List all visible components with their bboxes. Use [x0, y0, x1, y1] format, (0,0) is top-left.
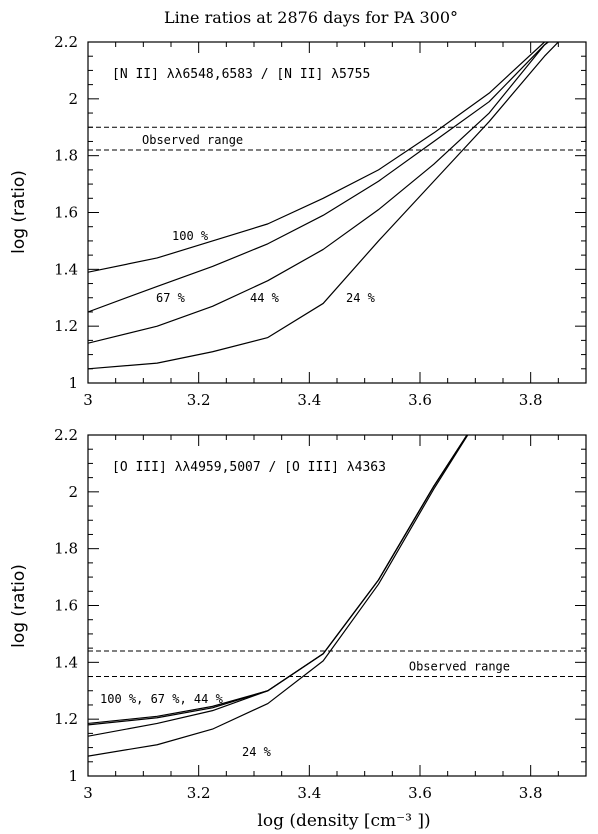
curve-100-percent	[88, 42, 546, 273]
y-tick-label: 1	[68, 767, 78, 785]
top-axis-ticks: 3 3.2 3.4 3.6 3.8 1 1.2 1.4 1.6 1.8 2 2.2	[54, 33, 587, 409]
y-tick-label: 1.8	[54, 147, 78, 165]
y-tick-label: 2	[68, 90, 78, 108]
x-tick-label: 3.4	[297, 391, 321, 409]
x-tick-label: 3.6	[408, 391, 432, 409]
curve-44-percent	[88, 42, 550, 344]
x-tick-label: 3.4	[297, 784, 321, 802]
top-label-100: 100 %	[172, 229, 209, 243]
top-label-67: 67 %	[156, 291, 186, 305]
curve-24-percent	[88, 42, 560, 370]
y-tick-label: 1.2	[54, 710, 78, 728]
x-tick-label: 3.2	[187, 784, 211, 802]
x-tick-label: 3	[83, 391, 93, 409]
y-tick-label: 1	[68, 374, 78, 392]
x-tick-label: 3	[83, 784, 93, 802]
x-tick-label: 3.2	[187, 391, 211, 409]
top-curve-labels: 100 % 67 % 44 % 24 %	[156, 229, 376, 305]
bottom-subtitle: [O III] λλ4959,5007 / [O III] λ4363	[112, 460, 386, 475]
top-reference-lines: Observed range	[88, 126, 586, 151]
x-tick-label: 3.8	[519, 784, 543, 802]
curve-24-percent	[88, 435, 469, 757]
bottom-xlabel: log (density [cm⁻³ ])	[257, 811, 430, 831]
bottom-plot-frame	[87, 434, 587, 777]
top-plot-frame	[87, 41, 587, 384]
curve-67-percent	[88, 42, 550, 313]
top-subtitle: [N II] λλ6548,6583 / [N II] λ5755	[112, 67, 370, 82]
x-tick-label: 3.8	[519, 391, 543, 409]
y-tick-label: 2	[68, 483, 78, 501]
top-ylabel: log (ratio)	[9, 170, 29, 254]
y-tick-label: 2.2	[54, 33, 78, 51]
bottom-ylabel: log (ratio)	[9, 564, 29, 648]
bottom-axis-ticks: 3 3.2 3.4 3.6 3.8 1 1.2 1.4 1.6 1.8 2 2.2	[54, 426, 587, 802]
y-tick-label: 1.8	[54, 540, 78, 558]
bottom-label-group: 100 %, 67 %, 44 %	[100, 692, 224, 706]
y-tick-label: 1.4	[54, 653, 78, 671]
top-label-24: 24 %	[346, 291, 376, 305]
curve-44-percent	[88, 435, 468, 737]
x-tick-label: 3.6	[408, 784, 432, 802]
y-tick-label: 1.6	[54, 204, 78, 222]
bottom-panel: [O III] λλ4959,5007 / [O III] λ4363 log …	[9, 426, 587, 831]
y-tick-label: 1.6	[54, 597, 78, 615]
observed-range-label: Observed range	[409, 660, 510, 674]
bottom-label-24: 24 %	[242, 745, 272, 759]
top-panel: [N II] λλ6548,6583 / [N II] λ5755 log (r…	[9, 33, 587, 409]
y-tick-label: 1.4	[54, 260, 78, 278]
bottom-curve-labels: 100 %, 67 %, 44 % 24 %	[100, 692, 272, 759]
bottom-curves	[88, 435, 469, 757]
top-curves	[88, 42, 560, 370]
figure-title: Line ratios at 2876 days for PA 300°	[164, 8, 458, 27]
y-tick-label: 1.2	[54, 317, 78, 335]
y-tick-label: 2.2	[54, 426, 78, 444]
bottom-reference-lines: Observed range	[88, 650, 586, 678]
top-label-44: 44 %	[250, 291, 280, 305]
observed-range-label: Observed range	[142, 133, 243, 147]
